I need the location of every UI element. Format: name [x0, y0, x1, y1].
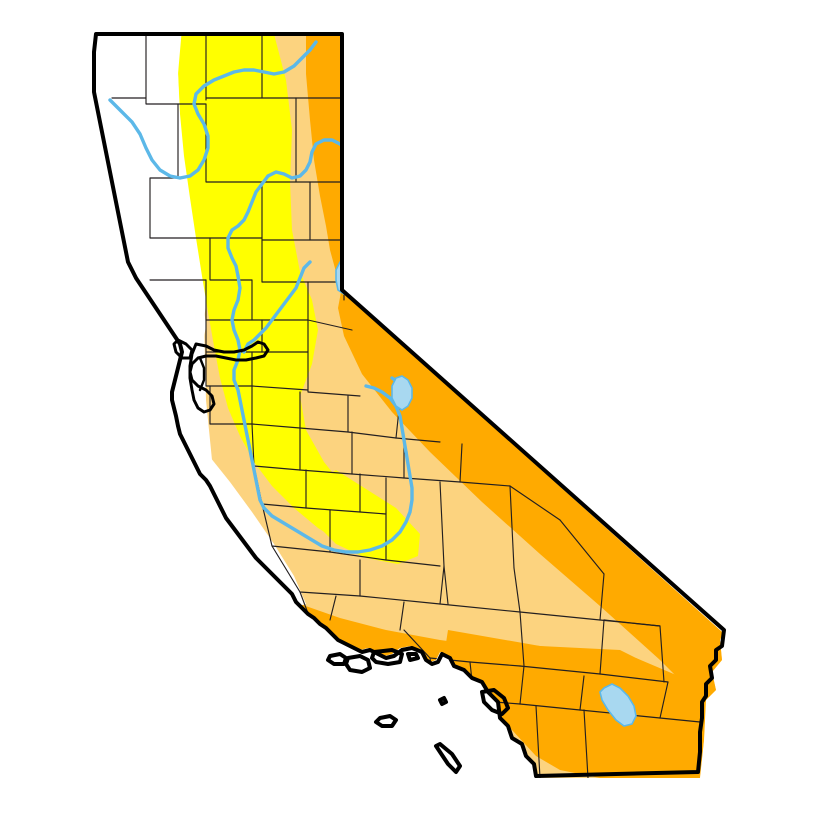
island-anacapa: [406, 652, 420, 662]
drought-zone-none-central-coast: [174, 420, 306, 608]
feather-river: [242, 260, 312, 354]
channel-islands: [326, 648, 510, 774]
san-joaquin-river: [262, 450, 414, 554]
salton-sea: [599, 683, 637, 727]
island-santa-cruz: [370, 648, 404, 666]
klamath-river: [108, 40, 318, 180]
island-san-clemente: [434, 742, 462, 774]
county-boundaries: [111, 35, 701, 778]
drought-zone-d2-severe: [296, 34, 724, 778]
island-santa-catalina: [480, 688, 510, 716]
state-outline-group: [92, 32, 726, 778]
island-santa-barbara: [438, 696, 448, 706]
rivers: [108, 40, 414, 554]
island-santa-rosa: [344, 654, 372, 674]
mono-lake: [391, 375, 413, 411]
island-san-nicolas: [374, 714, 398, 728]
pit-upper: [226, 174, 270, 278]
san-francisco-bay: [172, 338, 270, 414]
sacramento-river: [230, 274, 266, 510]
